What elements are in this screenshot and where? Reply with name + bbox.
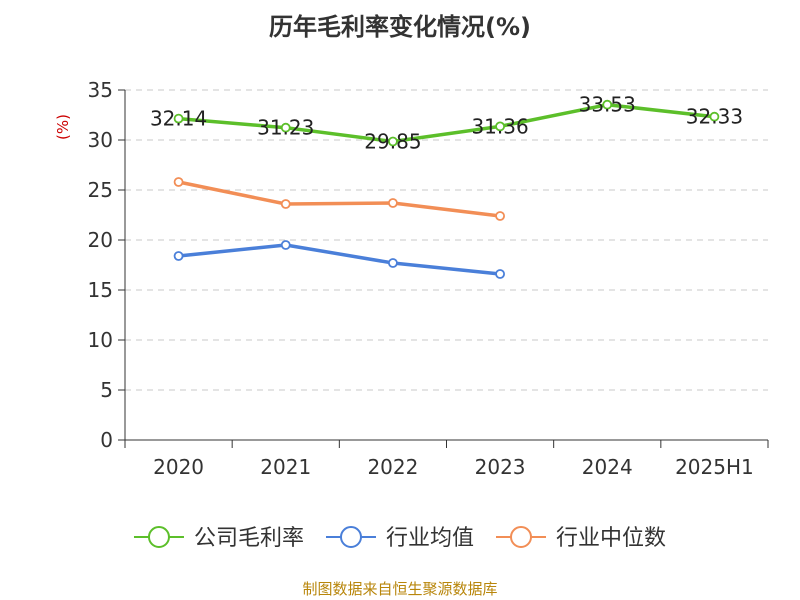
y-tick-label: 10 (88, 328, 113, 352)
y-tick-label: 25 (88, 178, 113, 202)
data-point[interactable] (388, 136, 398, 147)
x-tick-label: 2024 (582, 455, 633, 479)
series-line-1 (176, 243, 502, 276)
data-label: 31.23 (257, 116, 314, 140)
x-tick-label: 2022 (367, 455, 418, 479)
x-tick-label: 2021 (260, 455, 311, 479)
source-note: 制图数据来自恒生聚源数据库 (302, 580, 497, 598)
legend-label: 公司毛利率 (194, 526, 304, 551)
data-label: 31.36 (471, 114, 528, 138)
y-tick-label: 5 (100, 378, 113, 402)
data-labels: 32.14 31.23 29.85 31.36 33.53 32.33 (150, 93, 743, 154)
grid-lines (125, 89, 768, 391)
data-point[interactable] (709, 111, 720, 122)
y-tick-label: 15 (88, 278, 113, 302)
data-point[interactable] (173, 251, 184, 261)
data-label: 32.14 (150, 107, 207, 131)
data-point[interactable] (495, 269, 505, 279)
legend-marker (510, 526, 533, 548)
y-axis-label: (%) (54, 114, 72, 140)
data-label: 32.33 (686, 105, 743, 129)
data-point[interactable] (495, 211, 505, 221)
data-point[interactable] (280, 199, 291, 209)
data-point[interactable] (495, 121, 505, 132)
data-point[interactable] (280, 240, 291, 250)
y-tick-label: 35 (88, 78, 113, 102)
data-point[interactable] (173, 177, 184, 187)
legend-item[interactable]: 行业均值 (325, 526, 474, 551)
data-point[interactable] (388, 198, 398, 208)
legend-label: 行业均值 (386, 526, 474, 551)
y-tick-label: 0 (100, 428, 113, 452)
legend-marker (339, 526, 362, 548)
x-tick-label: 2023 (475, 455, 526, 479)
x-tick-label: 2025H1 (675, 455, 754, 479)
axes: 0 5 10 15 20 25 30 35 2020 2021 2022 2023 2024 2025H1 (88, 78, 769, 479)
y-tick-label: 30 (88, 128, 113, 152)
data-point[interactable] (388, 258, 398, 268)
x-tick-label: 2020 (153, 455, 204, 479)
data-point[interactable] (602, 99, 613, 110)
legend[interactable]: 公司毛利率 行业均值 行业中位数 (133, 526, 666, 551)
series-line-2 (176, 180, 502, 218)
y-tick-label: 20 (88, 228, 113, 252)
series-lines (173, 99, 720, 279)
data-point[interactable] (173, 113, 184, 124)
chart-title: 历年毛利率变化情况(%) (269, 13, 531, 41)
series-line-0 (176, 102, 717, 144)
legend-item[interactable]: 行业中位数 (496, 526, 666, 551)
legend-label: 行业中位数 (556, 526, 666, 551)
legend-item[interactable]: 公司毛利率 (133, 526, 304, 551)
legend-marker (147, 526, 170, 548)
data-point[interactable] (280, 122, 291, 133)
data-label: 29.85 (364, 130, 421, 154)
data-label: 33.53 (579, 93, 636, 117)
